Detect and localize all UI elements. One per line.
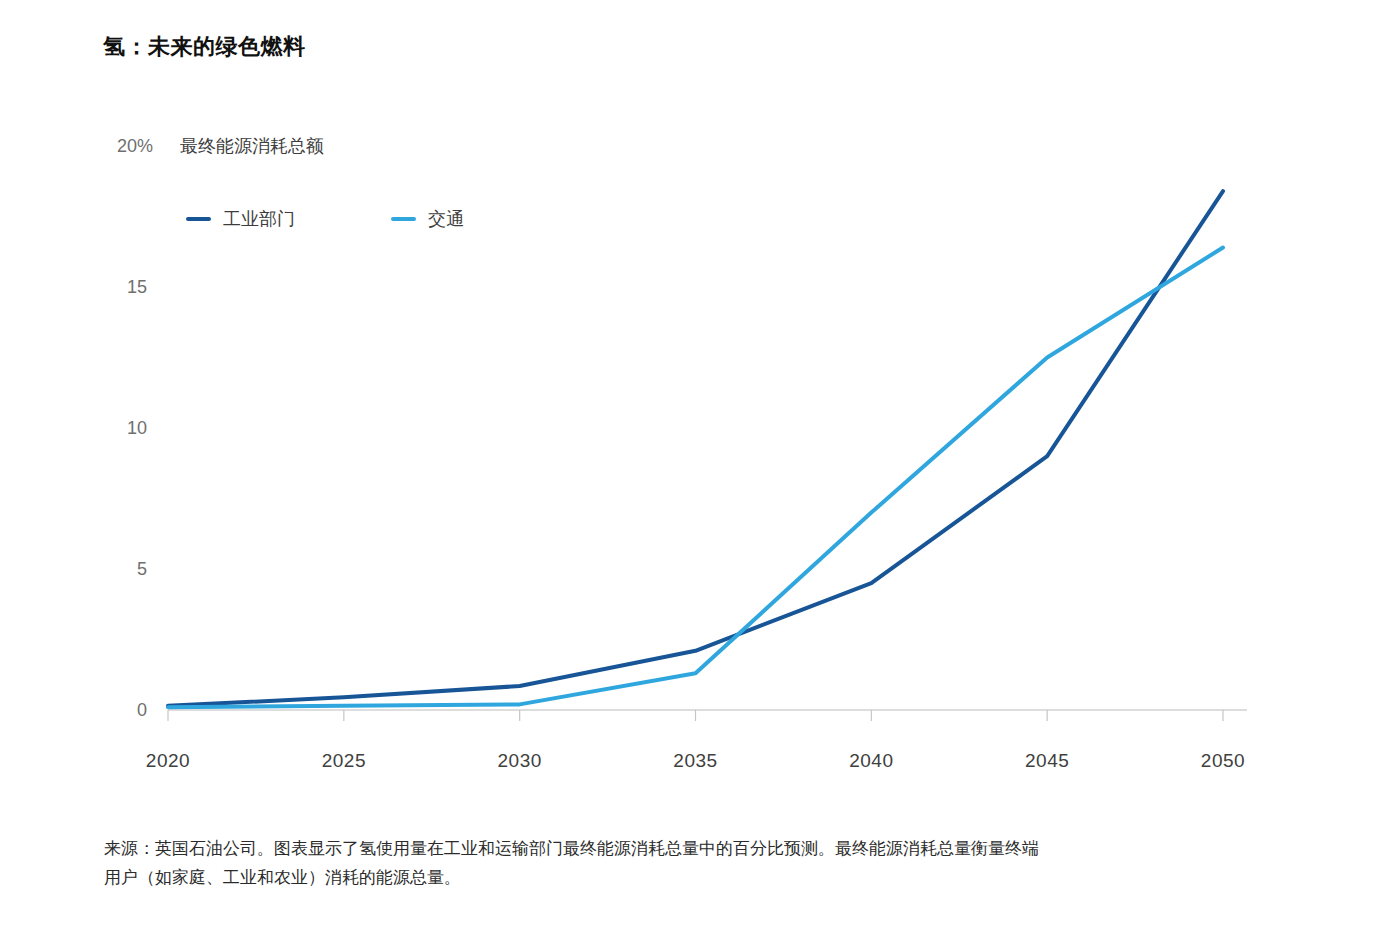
series-line-transport <box>168 248 1223 708</box>
source-line-1: 来源：英国石油公司。图表显示了氢使用量在工业和运输部门最终能源消耗总量中的百分比… <box>104 834 1244 863</box>
source-line-2: 用户（如家庭、工业和农业）消耗的能源总量。 <box>104 863 1244 892</box>
y-tick-label-10: 10 <box>40 417 147 439</box>
x-tick-label-2040: 2040 <box>826 750 916 772</box>
x-tick-label-2025: 2025 <box>299 750 389 772</box>
chart-canvas <box>0 0 1400 939</box>
source-note: 来源：英国石油公司。图表显示了氢使用量在工业和运输部门最终能源消耗总量中的百分比… <box>104 834 1244 892</box>
x-tick-label-2035: 2035 <box>651 750 741 772</box>
x-tick-label-2050: 2050 <box>1178 750 1268 772</box>
y-tick-label-15: 15 <box>40 276 147 298</box>
x-tick-label-2020: 2020 <box>123 750 213 772</box>
x-tick-label-2045: 2045 <box>1002 750 1092 772</box>
y-tick-label-20pct: 20% <box>117 135 153 157</box>
series-line-industry <box>168 191 1223 706</box>
x-tick-label-2030: 2030 <box>475 750 565 772</box>
y-tick-label-0: 0 <box>40 699 147 721</box>
chart-page: 氢：未来的绿色燃料 最终能源消耗总额 工业部门交通 05101520% 2020… <box>0 0 1400 939</box>
y-tick-label-5: 5 <box>40 558 147 580</box>
